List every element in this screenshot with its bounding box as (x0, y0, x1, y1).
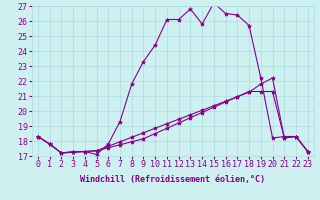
X-axis label: Windchill (Refroidissement éolien,°C): Windchill (Refroidissement éolien,°C) (80, 175, 265, 184)
